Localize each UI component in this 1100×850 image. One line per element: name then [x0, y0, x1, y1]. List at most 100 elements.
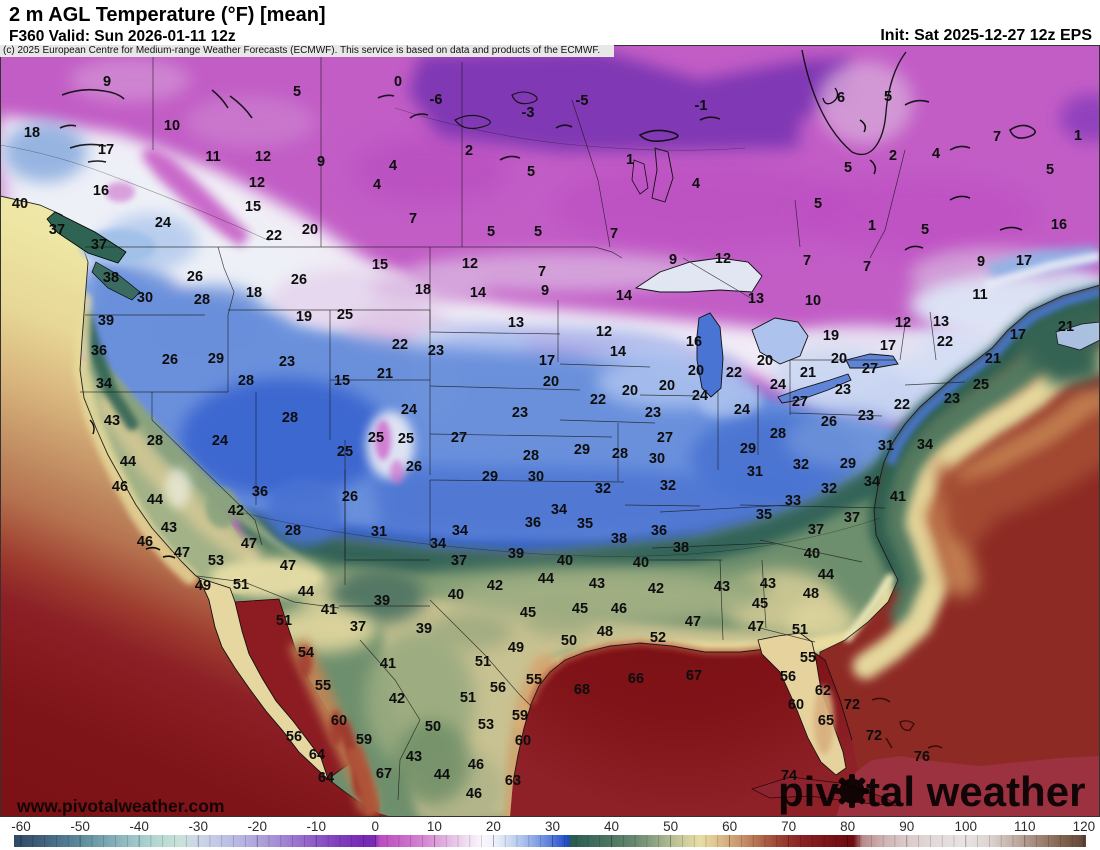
svg-text:50: 50 [425, 719, 441, 735]
svg-text:37: 37 [451, 553, 467, 569]
svg-text:-30: -30 [188, 819, 208, 834]
svg-text:51: 51 [792, 622, 808, 638]
svg-text:42: 42 [389, 691, 405, 707]
svg-text:29: 29 [740, 441, 756, 457]
svg-text:80: 80 [840, 819, 855, 834]
svg-text:5: 5 [534, 224, 542, 240]
svg-text:13: 13 [748, 291, 764, 307]
svg-text:47: 47 [748, 619, 764, 635]
svg-text:34: 34 [96, 376, 112, 392]
svg-text:20: 20 [622, 383, 638, 399]
svg-text:38: 38 [103, 270, 119, 286]
svg-text:16: 16 [686, 334, 702, 350]
svg-text:22: 22 [894, 397, 910, 413]
svg-text:46: 46 [611, 601, 627, 617]
svg-text:63: 63 [505, 773, 521, 789]
svg-text:31: 31 [878, 438, 894, 454]
svg-text:5: 5 [527, 164, 535, 180]
svg-text:54: 54 [298, 645, 314, 661]
svg-text:7: 7 [863, 259, 871, 275]
svg-text:20: 20 [688, 363, 704, 379]
svg-text:60: 60 [722, 819, 737, 834]
svg-text:48: 48 [597, 624, 613, 640]
svg-text:37: 37 [350, 619, 366, 635]
svg-text:39: 39 [98, 313, 114, 329]
svg-text:23: 23 [944, 391, 960, 407]
svg-text:37: 37 [844, 510, 860, 526]
svg-text:70: 70 [781, 819, 796, 834]
svg-text:49: 49 [195, 578, 211, 594]
svg-text:44: 44 [434, 767, 450, 783]
svg-text:72: 72 [866, 728, 882, 744]
svg-text:6: 6 [837, 90, 845, 106]
svg-text:27: 27 [657, 430, 673, 446]
svg-text:-50: -50 [70, 819, 90, 834]
svg-text:29: 29 [840, 456, 856, 472]
svg-text:20: 20 [659, 378, 675, 394]
svg-text:24: 24 [212, 433, 228, 449]
svg-text:tal weather: tal weather [866, 768, 1085, 815]
svg-text:17: 17 [539, 353, 555, 369]
svg-text:5: 5 [487, 224, 495, 240]
svg-text:44: 44 [298, 584, 314, 600]
svg-text:60: 60 [515, 733, 531, 749]
svg-text:18: 18 [24, 125, 40, 141]
svg-text:45: 45 [572, 601, 588, 617]
svg-text:72: 72 [844, 697, 860, 713]
svg-text:12: 12 [596, 324, 612, 340]
svg-text:41: 41 [321, 602, 337, 618]
svg-text:37: 37 [91, 237, 107, 253]
svg-text:21: 21 [800, 365, 816, 381]
svg-text:67: 67 [686, 668, 702, 684]
svg-text:68: 68 [574, 682, 590, 698]
svg-text:5: 5 [921, 222, 929, 238]
svg-text:1: 1 [626, 152, 634, 168]
svg-text:28: 28 [770, 426, 786, 442]
svg-text:22: 22 [266, 228, 282, 244]
svg-text:-6: -6 [430, 92, 443, 108]
svg-text:36: 36 [91, 343, 107, 359]
svg-text:47: 47 [241, 536, 257, 552]
svg-text:12: 12 [895, 315, 911, 331]
svg-text:25: 25 [398, 431, 414, 447]
svg-text:27: 27 [451, 430, 467, 446]
svg-text:60: 60 [788, 697, 804, 713]
svg-text:12: 12 [462, 256, 478, 272]
svg-text:7: 7 [803, 253, 811, 269]
svg-text:10: 10 [164, 118, 180, 134]
svg-text:21: 21 [985, 351, 1001, 367]
svg-text:33: 33 [785, 493, 801, 509]
svg-text:16: 16 [93, 183, 109, 199]
svg-text:0: 0 [372, 819, 380, 834]
svg-text:-20: -20 [247, 819, 267, 834]
svg-text:29: 29 [574, 442, 590, 458]
svg-text:40: 40 [633, 555, 649, 571]
svg-text:32: 32 [660, 478, 676, 494]
svg-text:26: 26 [342, 489, 358, 505]
svg-text:51: 51 [460, 690, 476, 706]
svg-text:22: 22 [937, 334, 953, 350]
svg-text:17: 17 [880, 338, 896, 354]
svg-text:4: 4 [692, 176, 700, 192]
svg-text:28: 28 [147, 433, 163, 449]
svg-text:27: 27 [862, 361, 878, 377]
svg-text:www.pivotalweather.com: www.pivotalweather.com [16, 796, 224, 816]
svg-text:20: 20 [486, 819, 501, 834]
svg-text:51: 51 [233, 577, 249, 593]
svg-text:1: 1 [1074, 128, 1082, 144]
svg-text:piv: piv [778, 768, 839, 815]
svg-text:23: 23 [645, 405, 661, 421]
svg-text:7: 7 [409, 211, 417, 227]
svg-text:45: 45 [752, 596, 768, 612]
svg-text:110: 110 [1014, 819, 1036, 834]
svg-text:40: 40 [557, 553, 573, 569]
svg-text:40: 40 [804, 546, 820, 562]
svg-text:50: 50 [663, 819, 678, 834]
svg-text:5: 5 [1046, 162, 1054, 178]
svg-text:43: 43 [760, 576, 776, 592]
svg-text:7: 7 [610, 226, 618, 242]
svg-text:51: 51 [276, 613, 292, 629]
svg-text:9: 9 [669, 252, 677, 268]
svg-text:20: 20 [302, 222, 318, 238]
svg-text:34: 34 [917, 437, 933, 453]
